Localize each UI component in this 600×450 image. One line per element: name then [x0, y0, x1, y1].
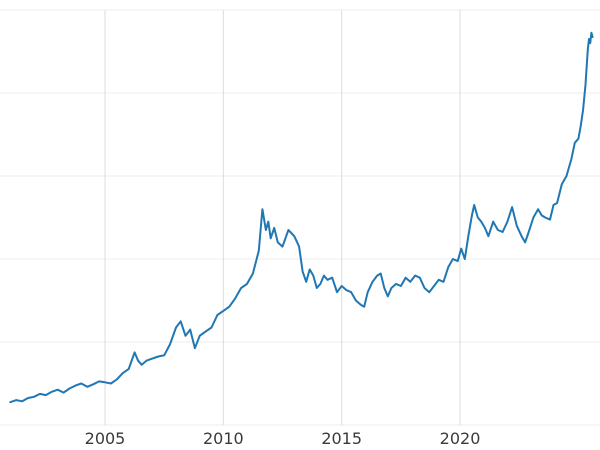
x-tick-label: 2005: [85, 429, 126, 448]
x-tick-label: 2020: [440, 429, 481, 448]
x-tick-label: 2015: [321, 429, 362, 448]
x-axis-labels: 2005 2010 2015 2020: [85, 429, 481, 448]
price-line: [9, 31, 594, 404]
grid-horizontal-group: [0, 9, 600, 426]
x-tick-label: 2010: [203, 429, 244, 448]
grid-vertical-group: [104, 10, 461, 425]
